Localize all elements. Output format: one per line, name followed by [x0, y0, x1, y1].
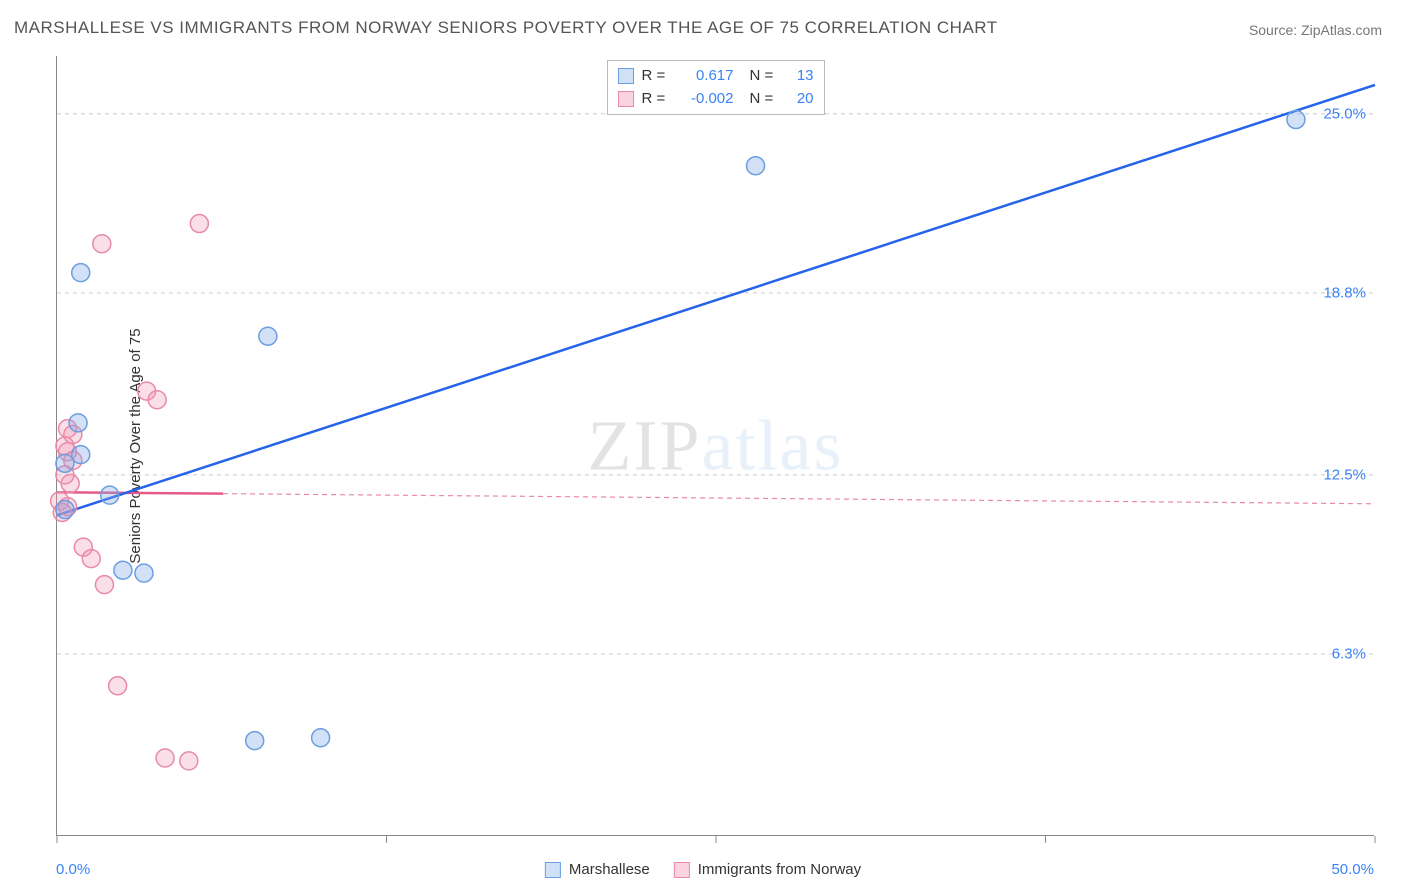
n-value-1: 20 — [786, 88, 814, 111]
legend-swatch-0 — [618, 68, 634, 84]
x-axis-min-label: 0.0% — [56, 861, 90, 878]
y-tick-label: 12.5% — [1323, 466, 1366, 483]
legend-swatch-marshallese — [545, 862, 561, 878]
r-label: R = — [642, 65, 670, 88]
r-value-0: 0.617 — [678, 65, 734, 88]
correlation-legend: R = 0.617 N = 13 R = -0.002 N = 20 — [607, 60, 825, 115]
source-attribution: Source: ZipAtlas.com — [1249, 22, 1382, 38]
r-label: R = — [642, 88, 670, 111]
legend-item-0: Marshallese — [545, 861, 650, 878]
chart-title: MARSHALLESE VS IMMIGRANTS FROM NORWAY SE… — [14, 18, 998, 38]
y-tick-label: 6.3% — [1332, 646, 1366, 663]
n-label: N = — [750, 88, 778, 111]
legend-swatch-norway — [674, 862, 690, 878]
legend-item-1: Immigrants from Norway — [674, 861, 861, 878]
y-tick-label: 18.8% — [1323, 284, 1366, 301]
chart-container: MARSHALLESE VS IMMIGRANTS FROM NORWAY SE… — [0, 0, 1406, 892]
y-tick-label: 25.0% — [1323, 105, 1366, 122]
legend-row-series-1: R = -0.002 N = 20 — [618, 88, 814, 111]
series-legend: Marshallese Immigrants from Norway — [545, 861, 861, 878]
plot-svg — [57, 56, 1374, 835]
r-value-1: -0.002 — [678, 88, 734, 111]
legend-label-1: Immigrants from Norway — [698, 861, 861, 878]
plot-area: ZIPatlas R = 0.617 N = 13 R = -0.002 N =… — [56, 56, 1374, 836]
x-axis-max-label: 50.0% — [1331, 861, 1374, 878]
legend-swatch-1 — [618, 91, 634, 107]
legend-row-series-0: R = 0.617 N = 13 — [618, 65, 814, 88]
legend-label-0: Marshallese — [569, 861, 650, 878]
n-label: N = — [750, 65, 778, 88]
n-value-0: 13 — [786, 65, 814, 88]
